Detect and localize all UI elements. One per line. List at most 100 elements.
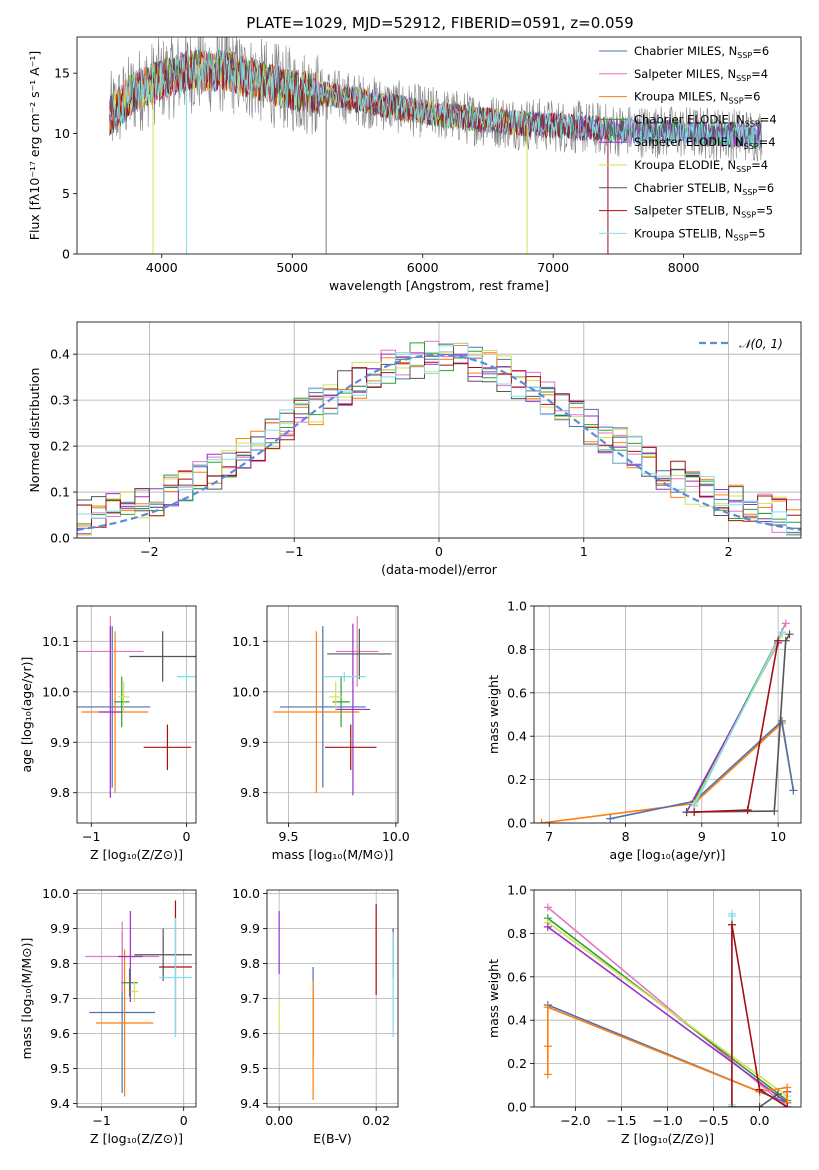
x-tick-label: −1.5: [606, 1113, 636, 1128]
y-tick-label: 0.2: [507, 1056, 527, 1071]
y-tick-label: 9.7: [240, 991, 260, 1006]
y-tick-label: 10.1: [232, 634, 260, 649]
x-tick-label: −1: [82, 829, 100, 844]
legend-label: Salpeter ELODIE, NSSP=4: [634, 135, 776, 151]
y-tick-label: 9.7: [50, 991, 70, 1006]
gaussian-curve: [77, 353, 801, 531]
y-tick-label: 9.9: [50, 735, 70, 750]
x-tick-label: 0: [180, 1113, 188, 1128]
weight-marker: [543, 903, 552, 912]
x-axis-label: mass [log₁₀(M/M⊙)]: [272, 847, 394, 862]
y-axis-label: mass weight: [486, 959, 501, 1038]
chart-panel-age-vs-mass: 9.5 10.0 9.8 9.9 10.0 10.1 mass [log₁₀(M/M⊙)]: [232, 605, 410, 862]
legend-label: Kroupa STELIB, NSSP=5: [634, 226, 765, 242]
weight-marker: [543, 1042, 552, 1051]
x-axis-label: Z [log₁₀(Z/Z⊙)]: [90, 1131, 183, 1146]
spectrum-model-kroupa_stelib: [109, 49, 762, 148]
y-tick-label: 0.8: [507, 926, 527, 941]
y-axis-label: Flux [fλ10⁻¹⁷ erg cm⁻² s⁻¹ A⁻¹]: [27, 51, 42, 240]
x-tick-label: 7: [545, 829, 553, 844]
x-tick-label: −1: [285, 544, 303, 559]
weight-marker: [537, 819, 546, 823]
legend-rest: =4: [759, 135, 776, 149]
x-tick-label: 10: [770, 829, 786, 844]
y-tick-label: 0: [62, 247, 70, 262]
x-tick-label: 10.0: [382, 829, 410, 844]
chart-panel-mass-vs-Z: −1 0 9.4 9.5 9.6 9.7 9.8 9.9 10.0 Z [log₁₀(Z/Z⊙)]…: [19, 886, 197, 1146]
plot-area: [77, 340, 801, 536]
legend-sub: SSP: [737, 51, 752, 60]
x-tick-label: 5000: [276, 260, 308, 275]
axes-frame: [533, 605, 802, 824]
chart-panel-age-vs-Z: −1 0 9.8 9.9 10.0 10.1 Z [log₁₀(Z/Z⊙)] age [log…: [19, 605, 197, 862]
y-tick-label: 9.8: [50, 956, 70, 971]
legend-sub: SSP: [729, 97, 744, 106]
x-tick-label: −1: [92, 1113, 110, 1128]
x-axis-label: E(B-V): [313, 1131, 352, 1146]
weight-marker: [789, 786, 798, 795]
legend-rest: =5: [756, 204, 773, 218]
legend-sub: SSP: [742, 188, 757, 197]
weight-marker: [785, 630, 794, 639]
y-tick-label: 9.9: [240, 921, 260, 936]
legend-label: 𝒩(0, 1): [739, 337, 783, 351]
legend-rest: =5: [749, 226, 766, 240]
x-axis-label: (data-model)/error: [381, 562, 498, 577]
weight-marker: [777, 628, 786, 637]
y-axis-label: Normed distribution: [27, 368, 42, 493]
weight-marker: [777, 717, 786, 726]
x-tick-label: −1.0: [652, 1113, 682, 1128]
plot-area: [273, 616, 392, 796]
plot-area: [109, 37, 763, 254]
legend-label: Kroupa ELODIE, NSSP=4: [634, 158, 768, 174]
y-axis-label: mass weight: [486, 675, 501, 754]
y-tick-label: 0.3: [50, 393, 70, 408]
x-axis-label: Z [log₁₀(Z/Z⊙)]: [90, 847, 183, 862]
legend-sub: SSP: [741, 211, 756, 220]
y-axis-label: age [log₁₀(age/yr)]: [19, 657, 34, 773]
chart-panel-weight-vs-Z: −2.0 −1.5 −1.0 −0.5 0.0 0.0 0.2 0.4 0.6 0.8 1.0 Z […: [486, 883, 802, 1146]
x-tick-label: 6000: [407, 260, 439, 275]
legend-sub: SSP: [736, 74, 751, 83]
y-tick-label: 9.8: [240, 956, 260, 971]
weight-marker: [690, 808, 699, 817]
x-axis-label: wavelength [Angstrom, rest frame]: [329, 278, 549, 293]
y-tick-label: 9.5: [240, 1061, 260, 1076]
x-tick-label: 4000: [146, 260, 178, 275]
x-tick-label: 0: [435, 544, 443, 559]
weight-marker: [727, 920, 736, 929]
x-tick-label: 9: [698, 829, 706, 844]
weight-marker: [543, 1070, 552, 1079]
legend-sub: SSP: [744, 142, 759, 151]
y-tick-label: 9.6: [240, 1026, 260, 1041]
y-tick-label: 0.2: [507, 772, 527, 787]
weight-marker: [774, 636, 783, 645]
plot-area: [543, 903, 792, 1107]
chart-panel-mass-vs-ebv: 0.00 0.02 9.4 9.5 9.6 9.7 9.8 9.9 10.0 E(B-V): [232, 886, 399, 1146]
legend-label: Salpeter STELIB, NSSP=5: [634, 204, 773, 220]
legend-rest: =6: [752, 44, 769, 58]
x-tick-label: 1: [580, 544, 588, 559]
y-tick-label: 0.4: [507, 729, 527, 744]
weight-marker: [770, 807, 779, 816]
chart-panel-weight-vs-age: 7 8 9 10 0.0 0.2 0.4 0.6 0.8 1.0 age [log₁₀(age/yr…: [486, 599, 802, 862]
y-tick-label: 9.4: [50, 1096, 70, 1111]
legend-sub: SSP: [736, 165, 751, 174]
axes-frame: [76, 36, 802, 255]
x-tick-label: −2.0: [560, 1113, 590, 1128]
grid: [267, 606, 398, 823]
x-tick-label: 0.02: [362, 1113, 390, 1128]
plot-area: [537, 619, 798, 823]
x-axis-label: age [log₁₀(age/yr)]: [610, 847, 726, 862]
legend-label: Salpeter MILES, NSSP=4: [634, 67, 768, 83]
y-tick-label: 10.0: [42, 684, 70, 699]
legend-rest: =6: [757, 181, 774, 195]
grid: [534, 889, 801, 1108]
x-tick-label: −0.5: [698, 1113, 728, 1128]
y-tick-label: 0.0: [507, 816, 527, 831]
weight-line-kroupa_miles: [541, 721, 795, 823]
y-tick-label: 9.9: [50, 921, 70, 936]
y-tick-label: 9.6: [50, 1026, 70, 1041]
y-tick-label: 0.6: [507, 685, 527, 700]
weight-marker: [781, 619, 790, 628]
